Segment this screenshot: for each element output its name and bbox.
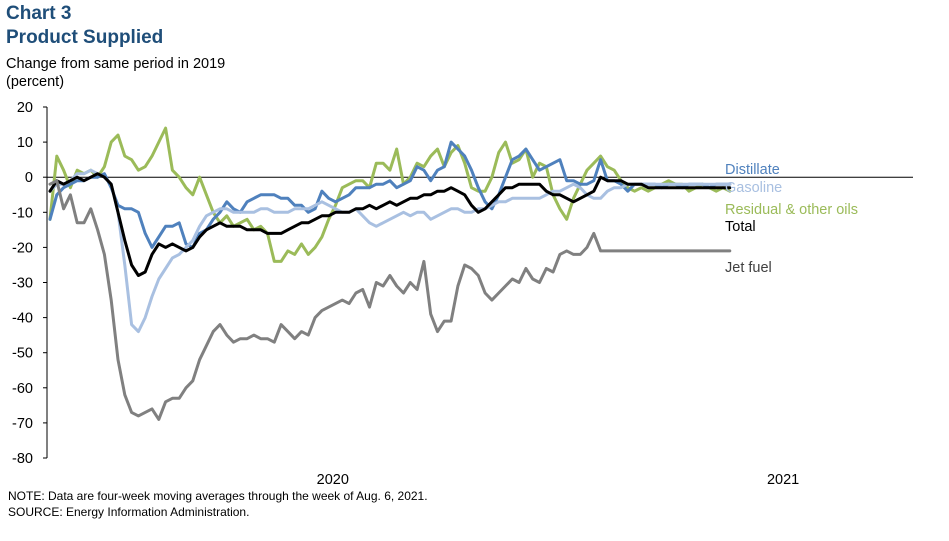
chart-title: Product Supplied	[6, 27, 164, 48]
series-label-residual-other-oils: Residual & other oils	[725, 202, 858, 218]
y-axis-label: Change from same period in 2019	[6, 56, 226, 72]
series-line-residual-other-oils	[48, 126, 732, 263]
source-note: SOURCE: Energy Information Administratio…	[8, 505, 250, 519]
y-axis-unit: (percent)	[6, 74, 65, 90]
y-tick-label: 20	[17, 100, 33, 116]
y-tick-label: -70	[12, 416, 33, 432]
y-tick-label: 0	[25, 170, 33, 186]
y-tick-label: -20	[12, 240, 33, 256]
series-line-total	[48, 172, 732, 277]
y-tick-label: 10	[17, 135, 33, 151]
x-tick-label: 2020	[317, 472, 349, 488]
series-label-total: Total	[725, 219, 756, 235]
series-label-gasoline: Gasoline	[725, 180, 782, 196]
series-label-jet-fuel: Jet fuel	[725, 260, 772, 276]
y-tick-label: -40	[12, 311, 33, 327]
footnote: NOTE: Data are four-week moving averages…	[8, 489, 428, 503]
y-tick-label: -60	[12, 381, 33, 397]
series-line-jet-fuel	[48, 179, 732, 421]
series-label-distillate: Distillate	[725, 162, 780, 178]
x-tick-label: 2021	[767, 472, 799, 488]
y-tick-label: -10	[12, 205, 33, 221]
y-tick-label: -50	[12, 346, 33, 362]
series-line-gasoline	[48, 168, 732, 334]
chart-number: Chart 3	[6, 3, 72, 24]
y-tick-label: -80	[12, 451, 33, 467]
y-tick-label: -30	[12, 276, 33, 292]
